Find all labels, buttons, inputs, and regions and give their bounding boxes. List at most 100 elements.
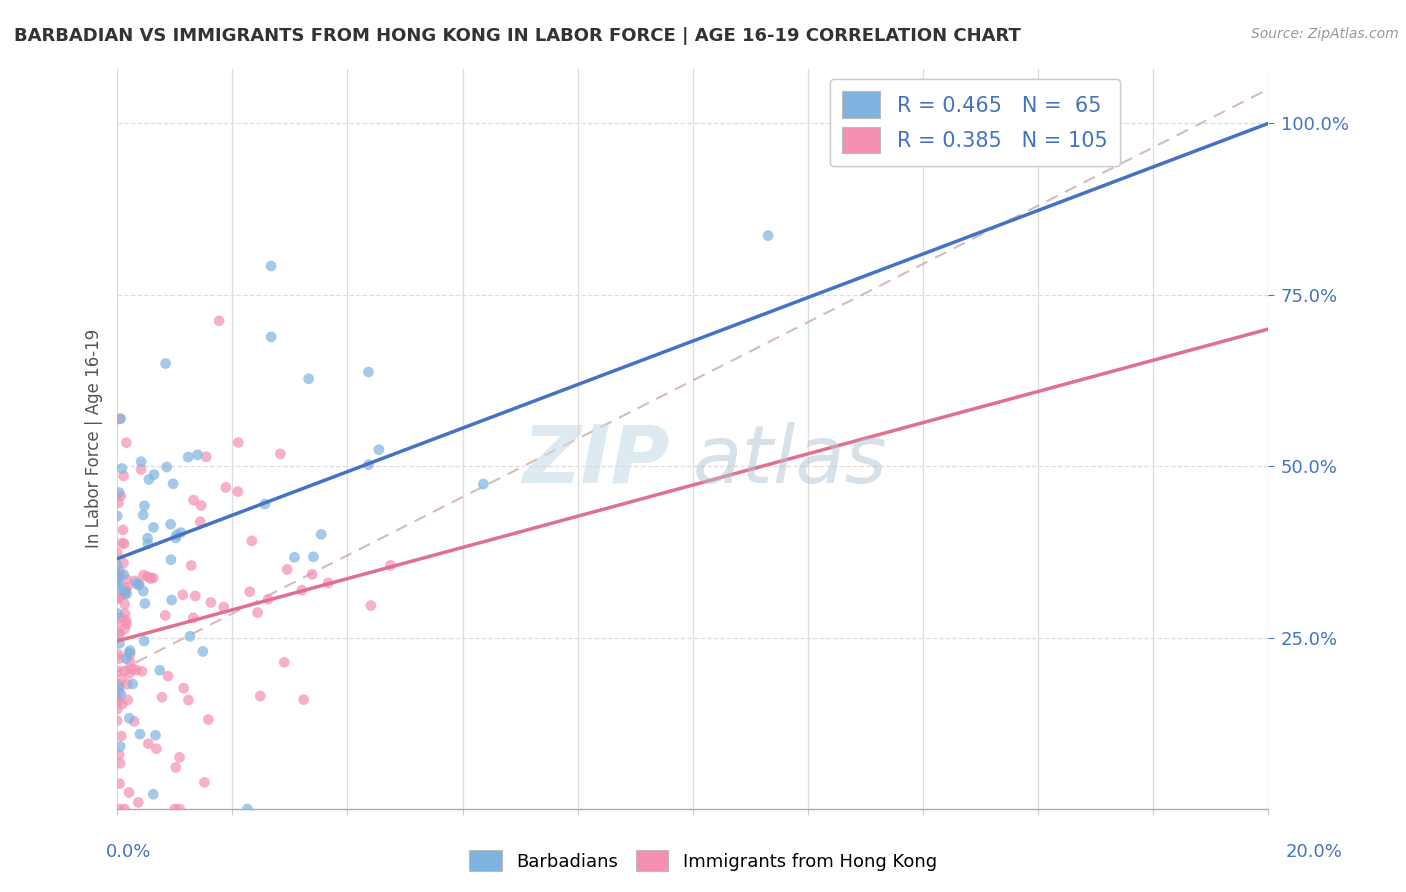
Point [118, 785, 141, 799]
Point [132, 568, 155, 582]
Point [380, 558, 402, 573]
Point [177, 450, 200, 464]
Point [191, 644, 214, 658]
Point [108, 610, 131, 624]
Point [111, 461, 134, 475]
Point [240, 533, 263, 548]
Point [246, 606, 269, 620]
Point [360, 599, 382, 613]
Point [125, 663, 148, 677]
Point [149, 663, 172, 677]
Point [105, 571, 128, 585]
Point [127, 796, 149, 810]
Point [108, 776, 131, 790]
Point [160, 553, 183, 567]
Point [125, 576, 148, 591]
Point [105, 546, 128, 560]
Point [115, 587, 138, 601]
Point [117, 677, 139, 691]
Point [115, 435, 138, 450]
Point [115, 581, 138, 595]
Text: ZIP: ZIP [523, 422, 669, 500]
Point [269, 447, 291, 461]
Point [170, 525, 193, 540]
Point [112, 537, 135, 551]
Point [283, 550, 305, 565]
Point [145, 728, 167, 742]
Point [105, 558, 128, 572]
Point [169, 750, 191, 764]
Point [114, 802, 136, 816]
Point [156, 460, 179, 475]
Legend: Barbadians, Immigrants from Hong Kong: Barbadians, Immigrants from Hong Kong [461, 843, 945, 879]
Point [108, 756, 131, 771]
Point [136, 537, 159, 551]
Point [226, 435, 249, 450]
Point [108, 651, 131, 665]
Text: atlas: atlas [693, 422, 887, 500]
Point [114, 607, 136, 621]
Point [131, 665, 153, 679]
Point [179, 629, 201, 643]
Point [177, 693, 200, 707]
Point [112, 556, 135, 570]
Point [118, 711, 141, 725]
Point [756, 228, 779, 243]
Point [357, 365, 380, 379]
Point [108, 412, 131, 426]
Point [114, 664, 136, 678]
Text: 20.0%: 20.0% [1286, 843, 1343, 861]
Point [105, 702, 128, 716]
Point [132, 584, 155, 599]
Point [110, 489, 132, 503]
Point [132, 508, 155, 522]
Point [108, 747, 131, 762]
Point [107, 580, 129, 594]
Point [115, 652, 138, 666]
Point [260, 330, 283, 344]
Point [110, 729, 132, 743]
Point [107, 591, 129, 605]
Point [120, 643, 142, 657]
Point [173, 681, 195, 695]
Y-axis label: In Labor Force | Age 16-19: In Labor Force | Age 16-19 [86, 329, 103, 549]
Point [107, 685, 129, 699]
Point [134, 597, 156, 611]
Point [115, 583, 138, 598]
Point [165, 760, 187, 774]
Point [122, 714, 145, 729]
Point [112, 523, 135, 537]
Point [114, 622, 136, 636]
Point [107, 664, 129, 678]
Point [188, 515, 211, 529]
Point [112, 584, 135, 599]
Point [239, 584, 262, 599]
Point [115, 573, 138, 587]
Point [107, 607, 129, 621]
Point [257, 592, 280, 607]
Point [107, 677, 129, 691]
Point [142, 520, 165, 534]
Point [105, 714, 128, 728]
Point [367, 442, 389, 457]
Point [166, 528, 188, 542]
Point [316, 576, 339, 591]
Point [118, 646, 141, 660]
Point [236, 802, 259, 816]
Point [108, 802, 131, 816]
Point [165, 531, 187, 545]
Point [138, 473, 160, 487]
Point [121, 662, 143, 676]
Point [112, 587, 135, 601]
Point [114, 597, 136, 611]
Point [129, 727, 152, 741]
Point [276, 562, 298, 576]
Point [226, 484, 249, 499]
Point [112, 468, 135, 483]
Point [302, 549, 325, 564]
Point [136, 737, 159, 751]
Point [200, 595, 222, 609]
Point [108, 627, 131, 641]
Text: Source: ZipAtlas.com: Source: ZipAtlas.com [1251, 27, 1399, 41]
Point [120, 647, 142, 661]
